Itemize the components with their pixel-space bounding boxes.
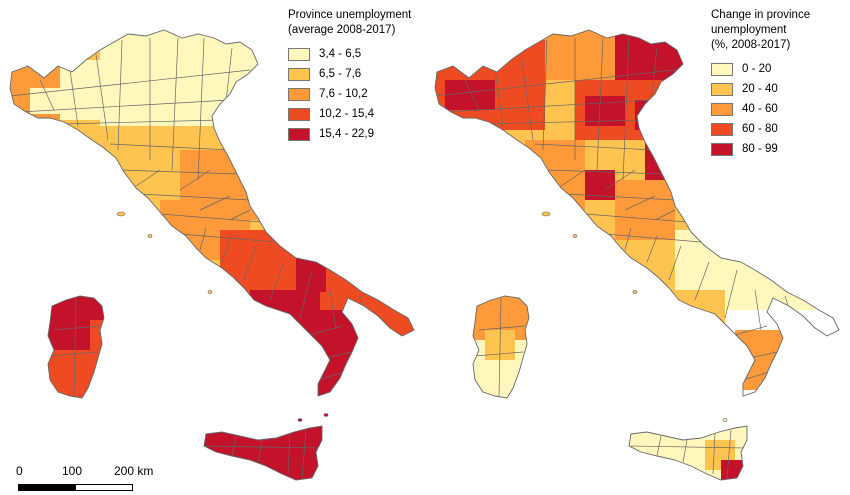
legend-item: 0 - 20 [711,59,810,79]
legend-swatch [288,47,310,61]
legend-label: 60 - 80 [742,122,778,135]
legend-swatch [711,122,733,136]
legend-item: 20 - 40 [711,79,810,99]
legend-label: 40 - 60 [742,102,778,115]
legend-title-line-1: Province unemployment [288,9,412,21]
legend-swatch [711,62,733,76]
legend-swatch [711,82,733,96]
legend-swatch [288,67,310,81]
legend-item: 80 - 99 [711,139,810,159]
scale-label-200: 200 km [114,464,154,478]
legend-item: 10,2 - 15,4 [288,104,411,124]
legend-item: 7,6 - 10,2 [288,84,411,104]
legend-swatch [288,107,310,121]
map-province-unemployment [9,29,415,481]
legend-title-line-2: unemployment [711,24,787,36]
scale-segment-black [18,484,76,491]
scale-label-0: 0 [16,464,23,478]
legend-title-line-1: Change in province [711,9,811,21]
legend-item: 15,4 - 22,9 [288,124,411,144]
map-change-unemployment [434,29,840,481]
legend-swatch [711,142,733,156]
legend-change-unemployment: Change in province unemployment (%, 2008… [711,8,810,159]
legend-item: 40 - 60 [711,99,810,119]
legend-label: 80 - 99 [742,142,778,155]
legend-label: 15,4 - 22,9 [319,127,374,140]
legend-label: 20 - 40 [742,82,778,95]
legend-swatch [288,87,310,101]
legend-province-unemployment: Province unemployment (average 2008-2017… [288,8,411,144]
legend-title: Province unemployment (average 2008-2017… [288,8,411,38]
scale-label-100: 100 [62,464,83,478]
legend-swatch [288,127,310,141]
scale-bar: 0 100 200 km [14,464,214,494]
legend-label: 3,4 - 6,5 [319,47,362,60]
legend-title-line-2: (average 2008-2017) [288,24,396,36]
legend-swatch [711,102,733,116]
legend-label: 6,5 - 7,6 [319,67,362,80]
legend-title: Change in province unemployment (%, 2008… [711,8,810,53]
scale-segment-white [75,484,133,491]
legend-title-line-3: (%, 2008-2017) [711,39,791,51]
legend-label: 0 - 20 [742,62,772,75]
legend-item: 6,5 - 7,6 [288,64,411,84]
legend-label: 10,2 - 15,4 [319,107,374,120]
legend-item: 3,4 - 6,5 [288,44,411,64]
legend-item: 60 - 80 [711,119,810,139]
legend-label: 7,6 - 10,2 [319,87,368,100]
